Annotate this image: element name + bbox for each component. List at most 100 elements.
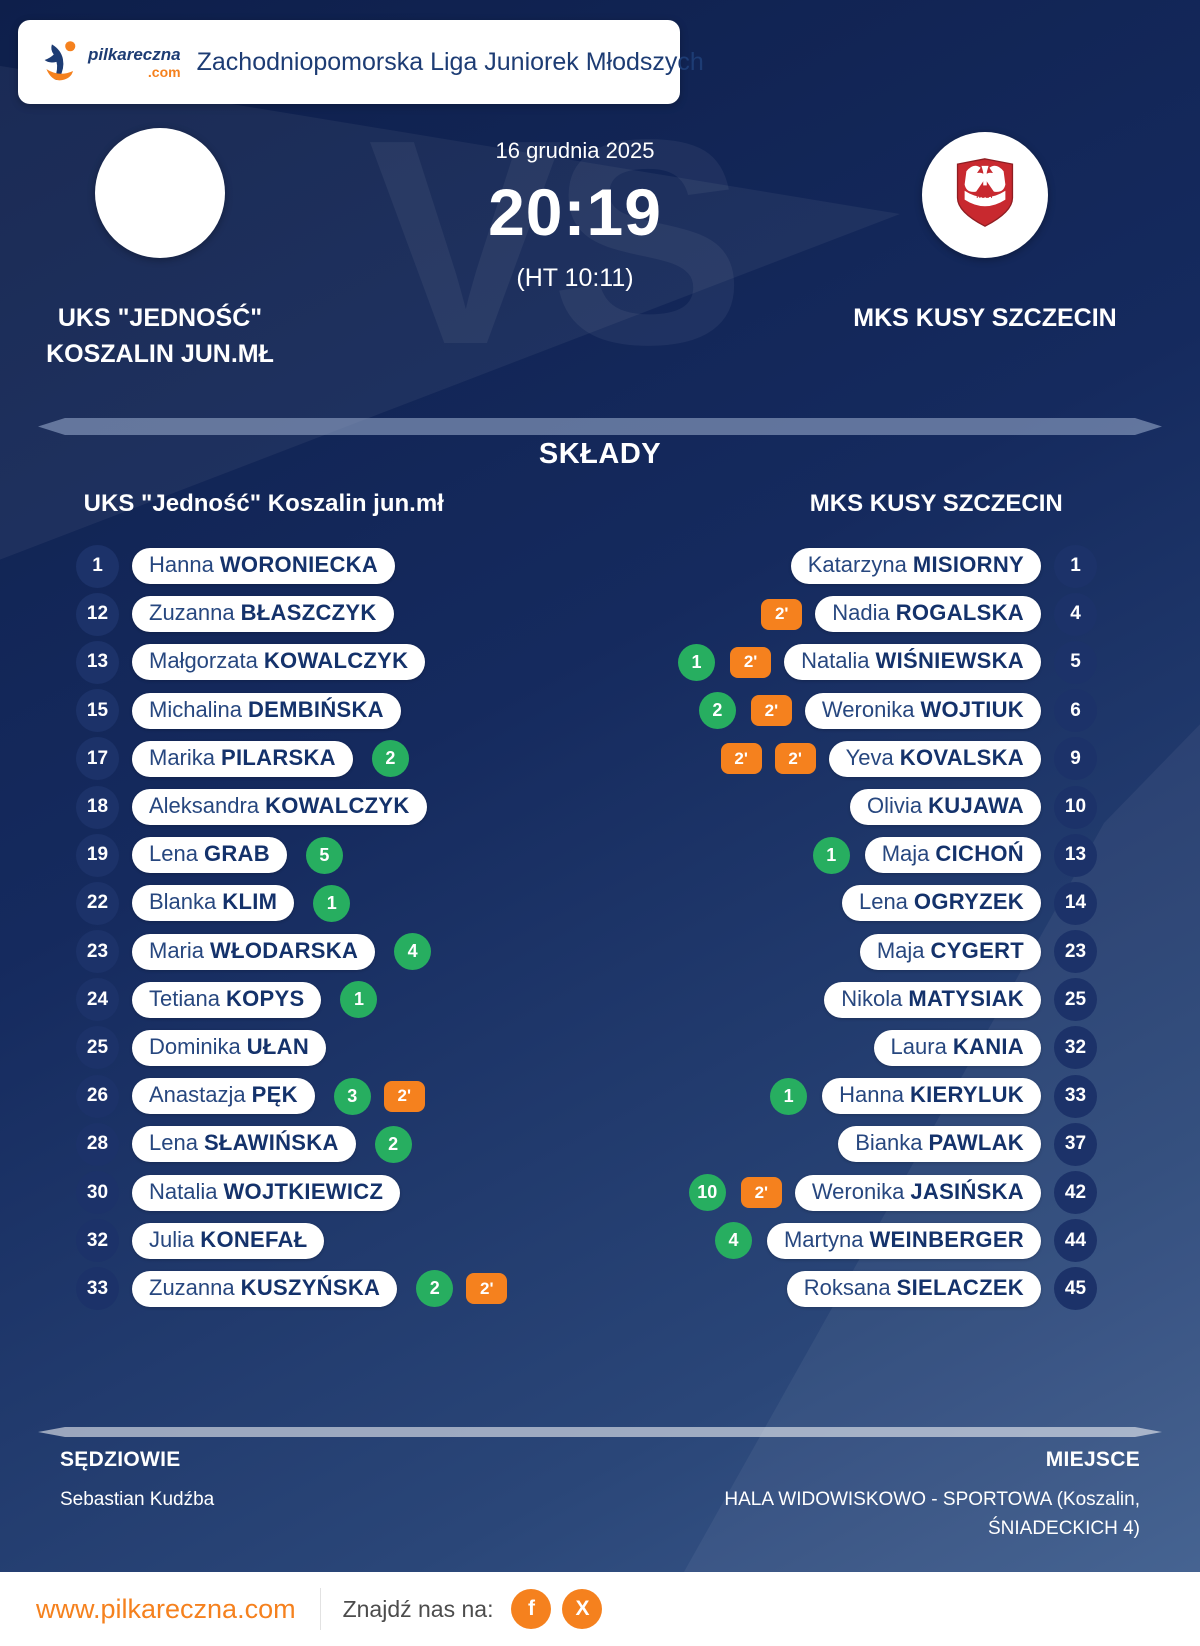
player-number: 28 [76,1122,119,1166]
player-row: 10 2' Weronika JASIŃSKA 42 [688,1168,1097,1216]
player-last-name: SŁAWIŃSKA [203,1130,339,1156]
roster-column-headers: UKS "Jedność" Koszalin jun.mł MKS KUSY S… [0,490,1200,518]
player-row: 23 Maria WŁODARSKA 4 [76,928,656,976]
player-first-name: Nikola [841,985,903,1011]
player-last-name: SIELACZEK [896,1274,1024,1300]
player-row: 1 Maja CICHOŃ 13 [812,831,1097,879]
player-name-pill: Roksana SIELACZEK [786,1270,1041,1307]
player-row: 2' Nadia ROGALSKA 4 [761,590,1097,638]
player-last-name: CICHOŃ [935,841,1024,867]
player-last-name: KOPYS [225,985,305,1011]
player-number: 33 [1054,1074,1097,1118]
logo-name: pilkareczna [88,44,181,64]
player-name-pill: Nikola MATYSIAK [824,981,1041,1018]
player-row: 1 2' Natalia WIŚNIEWSKA 5 [678,638,1097,686]
player-row: Nikola MATYSIAK 25 [824,976,1097,1024]
player-first-name: Bianka [855,1130,923,1156]
player-first-name: Tetiana [149,985,220,1011]
home-team-block: UKS "JEDNOŚĆ" KOSZALIN JUN.MŁ [10,128,310,373]
player-number: 10 [1054,785,1097,829]
player-number: 24 [76,978,119,1022]
final-score: 20:19 [488,175,662,249]
player-row: 19 Lena GRAB 5 [76,831,656,879]
away-team-name: MKS KUSY SZCZECIN [853,304,1117,332]
player-name-pill: Zuzanna BŁASZCZYK [132,596,394,633]
two-minute-penalty-badge: 2' [720,743,762,775]
player-first-name: Lena [858,889,908,915]
player-row: 2 2' Weronika WOJTIUK 6 [698,687,1097,735]
goals-badge: 1 [770,1077,808,1115]
goals-badge: 1 [812,836,850,874]
player-first-name: Lena [149,1130,198,1156]
player-name-pill: Hanna WORONIECKA [132,548,396,585]
player-first-name: Natalia [801,648,870,674]
player-number: 37 [1054,1122,1097,1166]
two-minute-penalty-badge: 2' [730,646,772,678]
player-number: 1 [76,544,119,588]
player-first-name: Olivia [867,793,923,819]
player-name-pill: Natalia WIŚNIEWSKA [784,644,1041,681]
player-first-name: Małgorzata [149,648,258,674]
away-roster: Katarzyna MISIORNY 1 2' Nadia ROGALSKA 4 1 2' Nat… [497,542,1097,1313]
match-info: 16 grudnia 2025 20:19 (HT 10:11) [390,138,760,293]
player-last-name: KUJAWA [928,793,1024,819]
player-last-name: UŁAN [246,1033,310,1059]
player-number: 19 [76,833,119,877]
x-icon[interactable]: X [562,1589,603,1629]
goals-badge: 2 [371,740,409,778]
player-row: 4 Martyna WEINBERGER 44 [714,1217,1097,1265]
player-number: 18 [76,785,119,829]
player-number: 32 [1054,1026,1097,1070]
header-card: pilkareczna .com Zachodniopomorska Liga … [18,20,704,104]
away-team-block: KUSY MKS KUSY SZCZECIN [840,132,1130,336]
bottom-bar: www.pilkareczna.com Znajdź nas na: f X [0,1572,1200,1646]
player-row: 1 Hanna KIERYLUK 33 [770,1072,1097,1120]
player-row: Bianka PAWLAK 37 [838,1120,1097,1168]
two-minute-penalty-badge: 2' [740,1177,782,1209]
player-last-name: CYGERT [930,937,1024,963]
player-number: 25 [1054,978,1097,1022]
player-row: 24 Tetiana KOPYS 1 [76,976,656,1024]
player-first-name: Roksana [803,1274,891,1300]
referee-name: Sebastian Kudźba [60,1489,215,1510]
player-number: 14 [1054,881,1097,925]
player-first-name: Anastazja [149,1082,246,1108]
player-first-name: Maja [876,937,925,963]
player-row: 2' 2' Yeva KOVALSKA 9 [720,735,1097,783]
player-last-name: KONEFAŁ [200,1226,308,1252]
footer-info: SĘDZIOWIE Sebastian Kudźba MIEJSCE HALA … [60,1448,1140,1544]
player-first-name: Dominika [149,1033,241,1059]
player-first-name: Zuzanna [149,1274,235,1300]
two-minute-penalty-badge: 2' [774,743,816,775]
vertical-separator [319,1588,321,1630]
player-number: 1 [1054,544,1097,588]
halftime-score: (HT 10:11) [516,264,634,292]
player-row: 32 Julia KONEFAŁ [76,1217,656,1265]
player-last-name: WOJTIUK [920,696,1024,722]
player-name-pill: Dominika UŁAN [132,1029,327,1066]
player-first-name: Yeva [845,744,894,770]
two-minute-penalty-badge: 2' [466,1273,508,1305]
player-name-pill: Marika PILARSKA [132,740,353,777]
player-last-name: MATYSIAK [908,985,1024,1011]
facebook-icon[interactable]: f [511,1589,552,1629]
player-row: Laura KANIA 32 [873,1024,1097,1072]
player-number: 5 [1054,640,1097,684]
goals-badge: 4 [394,933,432,971]
referees-block: SĘDZIOWIE Sebastian Kudźba [60,1448,214,1544]
player-name-pill: Natalia WOJTKIEWICZ [132,1174,401,1211]
site-url-link[interactable]: www.pilkareczna.com [36,1593,296,1624]
player-last-name: KANIA [952,1033,1024,1059]
player-name-pill: Katarzyna MISIORNY [790,548,1041,585]
player-name-pill: Maria WŁODARSKA [132,933,376,970]
player-last-name: WIŚNIEWSKA [875,648,1024,674]
player-name-pill: Martyna WEINBERGER [766,1222,1041,1259]
player-last-name: WOJTKIEWICZ [223,1178,384,1204]
player-first-name: Michalina [149,696,242,722]
player-first-name: Weronika [821,696,915,722]
player-number: 9 [1054,737,1097,781]
goals-badge: 1 [340,981,378,1019]
player-name-pill: Lena OGRYZEK [841,885,1041,922]
player-row: Roksana SIELACZEK 45 [786,1265,1097,1313]
player-name-pill: Bianka PAWLAK [838,1126,1041,1163]
